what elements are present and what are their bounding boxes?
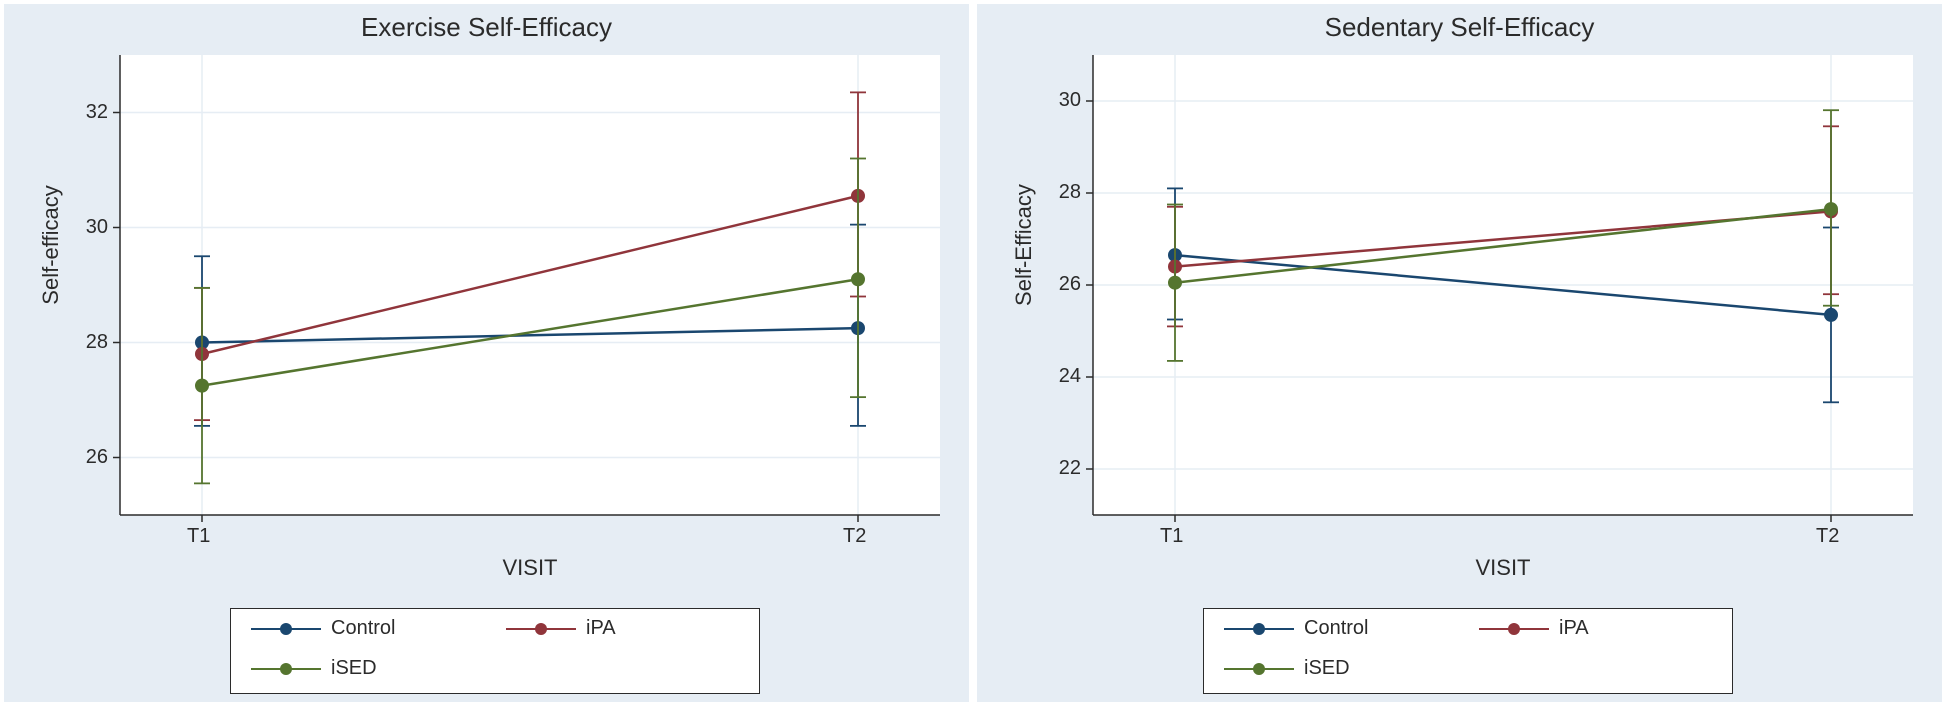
y-tick-label: 26: [86, 446, 108, 469]
legend-swatch-ipa: [1479, 628, 1549, 630]
plot-svg: [120, 55, 940, 515]
panel-title: Sedentary Self-Efficacy: [973, 12, 1946, 43]
x-tick-label: T2: [843, 525, 866, 548]
marker-ised: [851, 272, 865, 286]
y-tick-label: 30: [86, 216, 108, 239]
y-axis-label: Self-Efficacy: [1011, 145, 1037, 345]
y-tick-label: 22: [1059, 457, 1081, 480]
legend-label-ised: iSED: [331, 657, 377, 680]
x-axis-label: VISIT: [1093, 555, 1913, 581]
legend-item-ised: iSED: [1224, 657, 1350, 680]
legend-marker-ipa: [535, 623, 547, 635]
marker-ised: [1168, 276, 1182, 290]
legend-item-ipa: iPA: [1479, 617, 1589, 640]
legend-marker-ised: [280, 663, 292, 675]
panel-sedentary-self-efficacy: Sedentary Self-Efficacy 22 24 26 28 30 T1 T2 Sel…: [973, 0, 1946, 706]
series-line-ised: [202, 279, 858, 385]
legend-label-control: Control: [331, 617, 395, 640]
plot-area: [1093, 55, 1913, 515]
y-tick-label: 28: [1059, 181, 1081, 204]
legend-label-ipa: iPA: [1559, 617, 1589, 640]
legend-swatch-control: [1224, 628, 1294, 630]
legend-swatch-ised: [251, 668, 321, 670]
y-tick-label: 26: [1059, 273, 1081, 296]
chart-container: Exercise Self-Efficacy 26 28 30 32 T1 T2 Self-e…: [0, 0, 1946, 706]
legend-swatch-control: [251, 628, 321, 630]
legend-marker-control: [1253, 623, 1265, 635]
plot-area: [120, 55, 940, 515]
marker-control: [1824, 308, 1838, 322]
panel-exercise-self-efficacy: Exercise Self-Efficacy 26 28 30 32 T1 T2 Self-e…: [0, 0, 973, 706]
legend-label-control: Control: [1304, 617, 1368, 640]
legend-label-ised: iSED: [1304, 657, 1350, 680]
panel-title: Exercise Self-Efficacy: [0, 12, 973, 43]
legend-item-control: Control: [251, 617, 395, 640]
marker-ised: [1824, 202, 1838, 216]
x-tick-label: T1: [1160, 525, 1183, 548]
x-tick-label: T1: [187, 525, 210, 548]
legend-item-control: Control: [1224, 617, 1368, 640]
legend-swatch-ised: [1224, 668, 1294, 670]
x-tick-label: T2: [1816, 525, 1839, 548]
legend-marker-control: [280, 623, 292, 635]
marker-ised: [195, 379, 209, 393]
y-tick-label: 30: [1059, 89, 1081, 112]
legend-marker-ised: [1253, 663, 1265, 675]
legend-box: Control iPA iSED: [1203, 608, 1733, 694]
y-tick-label: 32: [86, 101, 108, 124]
y-tick-label: 28: [86, 331, 108, 354]
legend-swatch-ipa: [506, 628, 576, 630]
legend-item-ised: iSED: [251, 657, 377, 680]
y-axis-label: Self-efficacy: [38, 145, 64, 345]
legend-marker-ipa: [1508, 623, 1520, 635]
x-axis-label: VISIT: [120, 555, 940, 581]
legend-box: Control iPA iSED: [230, 608, 760, 694]
legend-item-ipa: iPA: [506, 617, 616, 640]
y-tick-label: 24: [1059, 365, 1081, 388]
plot-svg: [1093, 55, 1913, 515]
series-line-ised: [1175, 209, 1831, 283]
legend-label-ipa: iPA: [586, 617, 616, 640]
